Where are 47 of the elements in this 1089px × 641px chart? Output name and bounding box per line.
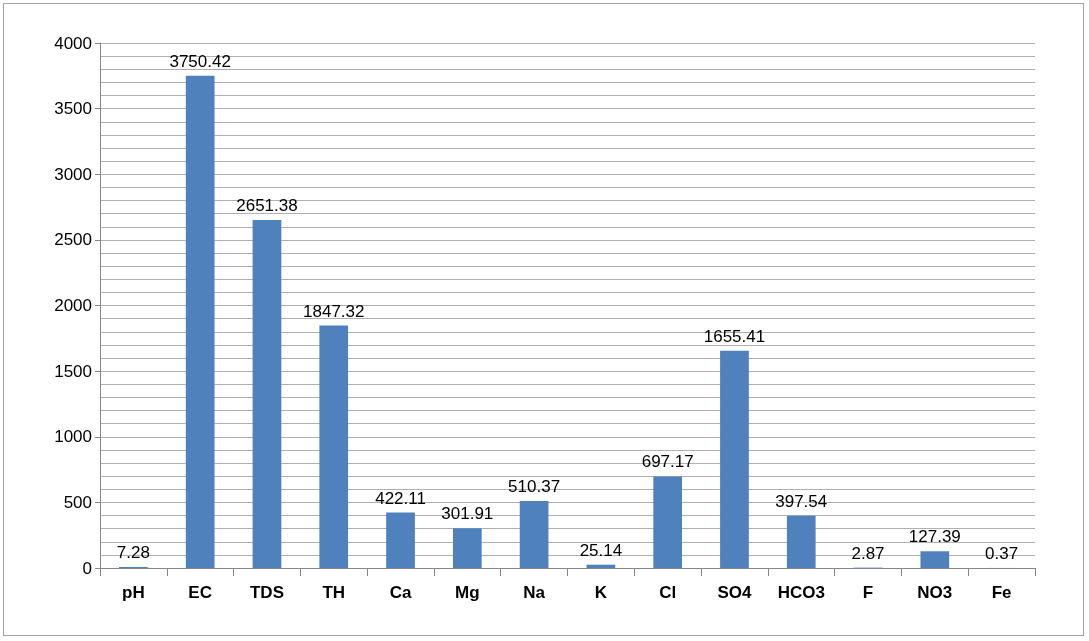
data-label: 1847.32 — [303, 301, 365, 321]
y-tick-label: 0 — [82, 558, 92, 578]
y-tick-label: 500 — [63, 492, 92, 512]
data-label: 1655.41 — [703, 326, 766, 346]
y-tick-label: 1000 — [54, 427, 92, 447]
bar — [386, 512, 415, 568]
bar — [519, 501, 549, 568]
y-tick-label: 3500 — [54, 99, 92, 119]
x-tick-label: Cl — [659, 583, 677, 602]
bar — [319, 325, 349, 568]
data-label: 2651.38 — [236, 196, 298, 216]
data-label: 422.11 — [375, 488, 426, 508]
x-tick-label: EC — [188, 583, 212, 602]
data-label: 3750.42 — [169, 51, 231, 71]
bar — [452, 528, 482, 568]
data-label: 510.37 — [508, 477, 561, 497]
x-tick-label: Ca — [389, 583, 412, 602]
x-tick-label: Mg — [455, 583, 480, 602]
data-label: 697.17 — [641, 452, 694, 472]
x-tick-label: Na — [523, 583, 546, 602]
data-label: 0.37 — [985, 543, 1019, 563]
y-tick-label: 3000 — [54, 164, 92, 184]
y-tick-label: 1500 — [54, 361, 92, 381]
data-label: 301.91 — [441, 504, 494, 524]
bar — [920, 551, 950, 568]
bar — [720, 350, 749, 568]
x-tick-label: TDS — [249, 583, 284, 602]
bar — [185, 75, 215, 568]
x-tick-label: NO3 — [917, 583, 953, 602]
x-tick-label: TH — [322, 583, 346, 602]
data-label: 7.28 — [116, 543, 150, 563]
y-tick-label: 2500 — [54, 230, 92, 250]
x-tick-label: F — [862, 583, 874, 602]
y-tick-label: 4000 — [54, 33, 92, 53]
x-tick-label: pH — [122, 583, 145, 602]
bar — [786, 515, 816, 568]
x-tick-label: K — [594, 583, 608, 602]
data-label: 127.39 — [908, 527, 961, 547]
x-tick-label: SO4 — [717, 583, 753, 602]
y-tick-label: 2000 — [54, 296, 92, 315]
data-label: 25.14 — [579, 540, 623, 560]
bar — [653, 476, 683, 568]
data-label: 397.54 — [775, 491, 828, 511]
bar — [252, 220, 282, 568]
x-tick-label: Fe — [991, 583, 1012, 602]
data-label: 2.87 — [851, 543, 885, 563]
x-tick-label: HCO3 — [777, 583, 825, 602]
